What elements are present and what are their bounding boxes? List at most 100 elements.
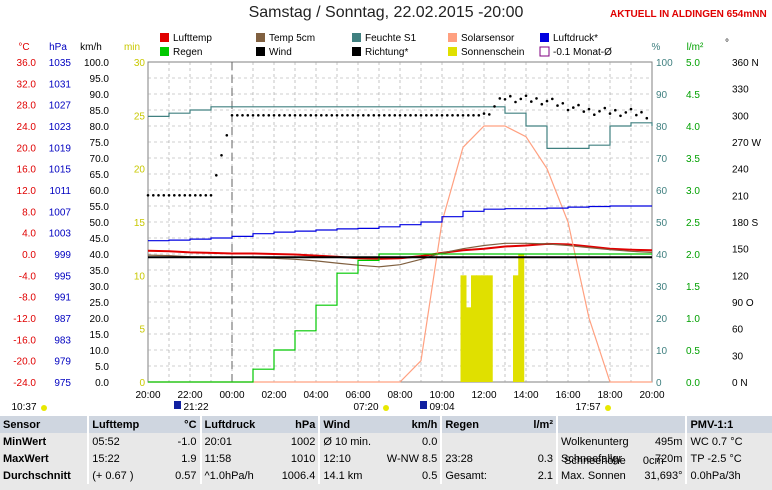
wind-direction-point	[320, 114, 323, 117]
stats-header: PMV-1:1	[685, 416, 772, 433]
wind-direction-point	[430, 114, 433, 117]
temp-tick-label: 20.0	[17, 143, 37, 154]
stats-cell: (+ 0.67 )	[87, 467, 155, 484]
wind-direction-point	[451, 114, 454, 117]
stats-cell: 12:10	[318, 450, 384, 467]
wind-direction-point	[435, 114, 439, 117]
legend-swatch	[352, 33, 361, 42]
legend-swatch	[160, 33, 169, 42]
wind-direction-point	[608, 112, 612, 115]
wind-direction-point	[545, 99, 549, 103]
wind-direction-point	[173, 194, 176, 197]
lm2-tick-label: 4.5	[686, 90, 700, 101]
kmh-tick-label: 25.0	[90, 298, 110, 309]
stats-cell: W-NW 8.5	[386, 452, 438, 465]
stats-cell: 1010	[290, 452, 316, 465]
stats-cell: 15:22	[87, 450, 155, 467]
legend-label: Sonnenschein	[461, 47, 524, 58]
wind-direction-point	[640, 110, 643, 114]
wind-direction-point	[283, 114, 286, 117]
wind-direction-point	[603, 106, 607, 110]
stats-cell: 1006.4	[281, 469, 316, 482]
wind-direction-point	[356, 114, 360, 117]
hpa-tick-label: 1023	[49, 122, 72, 133]
pct-tick-label: 60	[656, 186, 668, 197]
lm2-tick-label: 2.5	[686, 218, 700, 229]
min-tick-label: 20	[134, 165, 146, 176]
lm2-tick-label: 4.0	[686, 122, 700, 133]
stats-cell: MaxWert	[3, 452, 49, 465]
wind-direction-point	[383, 114, 386, 117]
kmh-tick-label: 75.0	[90, 138, 110, 149]
hpa-tick-label: 999	[54, 250, 71, 261]
stats-header: Regen	[440, 416, 512, 433]
kmh-tick-label: 85.0	[90, 106, 110, 117]
snow-depth: Schneehöhe 0cm	[564, 455, 664, 467]
temp-tick-label: -24.0	[13, 378, 36, 389]
stats-cell: 495m	[654, 435, 683, 448]
wind-direction-point	[482, 112, 486, 115]
legend-swatch	[352, 47, 361, 56]
hpa-tick-label: 987	[54, 314, 71, 325]
time-tick-label: 00:00	[219, 390, 244, 401]
stats-cell: Durchschnitt	[3, 469, 71, 482]
wind-direction-point	[614, 108, 617, 112]
temp-tick-label: 28.0	[17, 101, 37, 112]
hpa-tick-label: 991	[54, 293, 71, 304]
stats-row-min: MinWert 05:52 -1.0 20:01 1002 Ø 10 min. …	[0, 433, 772, 450]
stats-cell: ^1.0hPa/h	[199, 467, 273, 484]
pct-tick-label: 0	[656, 378, 662, 389]
stats-cell: 0.5	[422, 469, 438, 482]
legend-label: Temp 5cm	[269, 33, 315, 44]
wind-direction-point	[398, 114, 402, 117]
sunset-icon	[605, 405, 611, 411]
stats-cell: 0.0	[422, 435, 438, 448]
wind-direction-point	[629, 107, 633, 111]
legend-swatch	[539, 46, 550, 57]
wind-direction-point	[572, 106, 575, 109]
wind-direction-point	[566, 108, 570, 112]
stats-header: km/h	[383, 416, 442, 433]
kmh-unit: km/h	[80, 42, 102, 53]
wind-direction-point	[246, 114, 250, 117]
kmh-tick-label: 60.0	[90, 186, 110, 197]
wind-direction-point	[257, 114, 260, 117]
pct-tick-label: 100	[656, 58, 673, 69]
wind-direction-point	[598, 110, 601, 113]
deg-tick-label: 90 O	[732, 298, 754, 309]
legend-label: Solarsensor	[461, 33, 515, 44]
min-tick-label: 5	[139, 325, 145, 336]
kmh-tick-label: 20.0	[90, 314, 110, 325]
stats-cell: Ø 10 min.	[318, 433, 384, 450]
lm2-tick-label: 1.5	[686, 282, 700, 293]
stats-cell: MinWert	[3, 435, 47, 448]
deg-tick-label: 150	[732, 245, 749, 256]
stats-cell: Wolkenunterg	[555, 433, 642, 450]
pct-tick-label: 70	[656, 154, 668, 165]
wind-direction-point	[419, 114, 423, 117]
dawn-label: 10:37	[11, 402, 36, 413]
time-tick-label: 12:00	[471, 390, 496, 401]
stats-header: °C	[154, 416, 201, 433]
wind-direction-point	[346, 114, 349, 117]
wind-direction-point	[293, 114, 297, 117]
legend-label: Regen	[173, 47, 202, 58]
legend-swatch	[540, 33, 549, 42]
wind-direction-point	[535, 97, 538, 100]
stats-cell	[511, 433, 557, 450]
stats-header	[641, 416, 687, 433]
series-line-regen	[148, 253, 652, 383]
pct-tick-label: 20	[656, 314, 668, 325]
wind-direction-point	[467, 114, 470, 117]
stats-cell: 0.3	[537, 452, 553, 465]
wind-direction-point	[440, 114, 444, 117]
hpa-tick-label: 1011	[49, 186, 71, 197]
wind-direction-point	[524, 94, 528, 98]
stats-header: Sensor	[0, 416, 89, 433]
kmh-tick-label: 45.0	[90, 234, 110, 245]
wind-direction-point	[341, 114, 344, 117]
pct-tick-label: 50	[656, 218, 668, 229]
hpa-tick-label: 1031	[49, 79, 72, 90]
stats-cell: 23:28	[440, 450, 512, 467]
moonset-icon	[174, 401, 181, 409]
